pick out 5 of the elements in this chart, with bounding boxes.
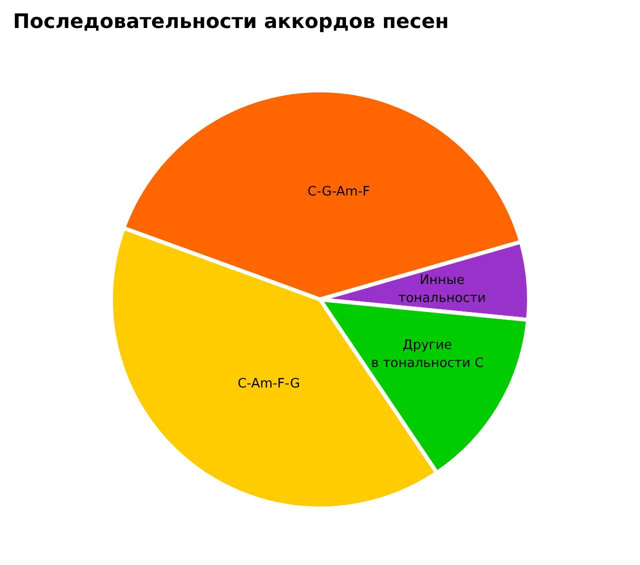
slice-label: Другие в тональности C	[371, 338, 484, 372]
slice-label: C-G-Am-F	[308, 184, 370, 200]
slice-label: C-Am-F-G	[238, 376, 300, 392]
chart-title: Последовательности аккордов песен	[13, 9, 449, 33]
slice-label: Инные тональности	[398, 273, 486, 306]
